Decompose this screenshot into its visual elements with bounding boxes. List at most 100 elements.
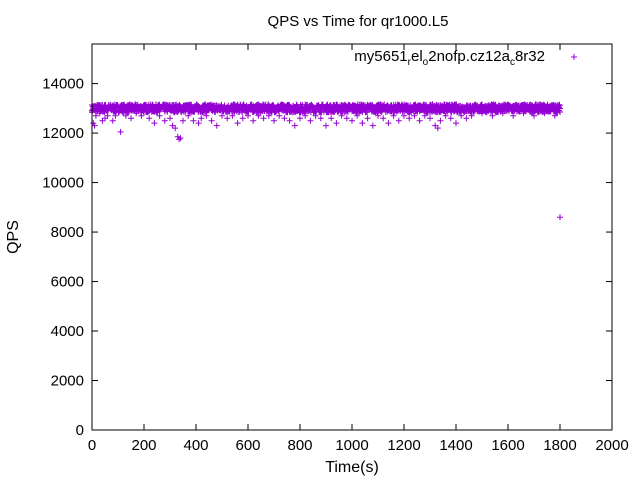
data-point: [349, 117, 355, 124]
data-point: [416, 117, 423, 124]
legend-plus-marker: [571, 54, 577, 60]
data-point: [219, 112, 225, 119]
data-point: [421, 112, 428, 119]
data-point: [185, 112, 192, 119]
data-point: [557, 109, 563, 116]
x-tick-label: 800: [287, 437, 312, 454]
y-tick-label: 2000: [51, 373, 84, 390]
data-point: [146, 115, 153, 122]
legend-marker-icon: [571, 54, 577, 60]
legend: my5651relo2nofp.cz12ac8r32: [354, 48, 577, 68]
legend-label: my5651relo2nofp.cz12ac8r32: [354, 48, 545, 68]
x-tick-label: 2000: [595, 437, 628, 454]
x-tick-label: 1000: [335, 437, 368, 454]
chart-title: QPS vs Time for qr1000.L5: [268, 13, 449, 30]
data-point: [133, 110, 140, 117]
data-point: [281, 115, 288, 122]
data-point: [96, 110, 103, 117]
x-tick-label: 1800: [543, 437, 576, 454]
data-point: [354, 112, 361, 119]
data-point: [364, 115, 371, 122]
data-point: [328, 115, 335, 122]
tick-layer: 0 200 400 600 800 1000 1200 1400 1600 1800 2000 0 20…: [42, 44, 629, 454]
data-point: [91, 122, 98, 129]
data-point: [112, 112, 119, 119]
data-point: [198, 115, 205, 122]
data-point: [359, 120, 366, 127]
data-point: [556, 101, 563, 108]
data-point: [427, 115, 433, 122]
data-point: [317, 115, 324, 122]
data-point: [401, 112, 407, 119]
data-point: [344, 107, 351, 114]
data-point: [369, 122, 376, 129]
data-point: [489, 112, 496, 119]
data-point: [104, 112, 111, 119]
data-point: [234, 120, 241, 127]
x-tick-label: 0: [88, 437, 96, 454]
data-point: [208, 117, 215, 124]
data-point: [551, 112, 558, 119]
data-point: [447, 115, 454, 122]
data-point: [138, 112, 145, 119]
x-tick-label: 400: [183, 437, 208, 454]
data-point: [380, 115, 387, 122]
y-tick-label: 14000: [42, 76, 84, 93]
data-points: [89, 101, 563, 221]
data-point: [260, 115, 267, 122]
data-point: [297, 115, 303, 122]
data-point: [92, 112, 99, 119]
y-axis-label: QPS: [5, 220, 22, 254]
y-tick-label: 8000: [51, 224, 84, 241]
data-point: [213, 122, 220, 129]
data-point: [177, 135, 184, 142]
data-point: [323, 122, 329, 129]
data-point: [499, 110, 506, 117]
data-point: [122, 112, 129, 119]
x-tick-label: 1400: [439, 437, 472, 454]
data-point: [468, 112, 475, 119]
data-point: [479, 110, 485, 117]
y-tick-label: 12000: [42, 125, 84, 142]
data-point: [375, 112, 381, 119]
data-point: [203, 112, 210, 119]
data-point: [307, 117, 314, 124]
data-point: [176, 136, 183, 143]
data-point: [312, 112, 319, 119]
data-point: [224, 115, 231, 122]
x-axis-label: Time(s): [325, 459, 379, 476]
data-point: [343, 115, 350, 122]
data-point: [510, 112, 517, 119]
data-point: [406, 115, 413, 122]
x-tick-label: 200: [131, 437, 156, 454]
data-point: [156, 112, 163, 119]
data-point: [453, 120, 459, 127]
data-point: [167, 115, 173, 122]
data-point: [128, 115, 134, 122]
data-point: [442, 112, 449, 119]
data-point: [385, 120, 392, 127]
data-point: [276, 112, 283, 119]
data-point: [245, 112, 251, 119]
x-tick-label: 600: [235, 437, 260, 454]
data-point: [302, 112, 309, 119]
x-tick-label: 1600: [491, 437, 524, 454]
data-point: [463, 115, 470, 122]
data-point: [109, 117, 116, 124]
y-tick-label: 4000: [51, 323, 84, 340]
y-tick-label: 10000: [42, 175, 84, 192]
data-point: [437, 117, 444, 124]
y-tick-label: 6000: [51, 274, 84, 291]
data-point: [458, 112, 465, 119]
data-point: [255, 112, 262, 119]
data-point: [333, 120, 340, 127]
plot-frame: [91, 43, 613, 431]
data-point: [250, 117, 257, 124]
data-point: [229, 112, 236, 119]
data-point: [265, 112, 272, 119]
data-point: [239, 115, 246, 122]
data-point: [172, 125, 179, 132]
data-point: [434, 125, 441, 132]
